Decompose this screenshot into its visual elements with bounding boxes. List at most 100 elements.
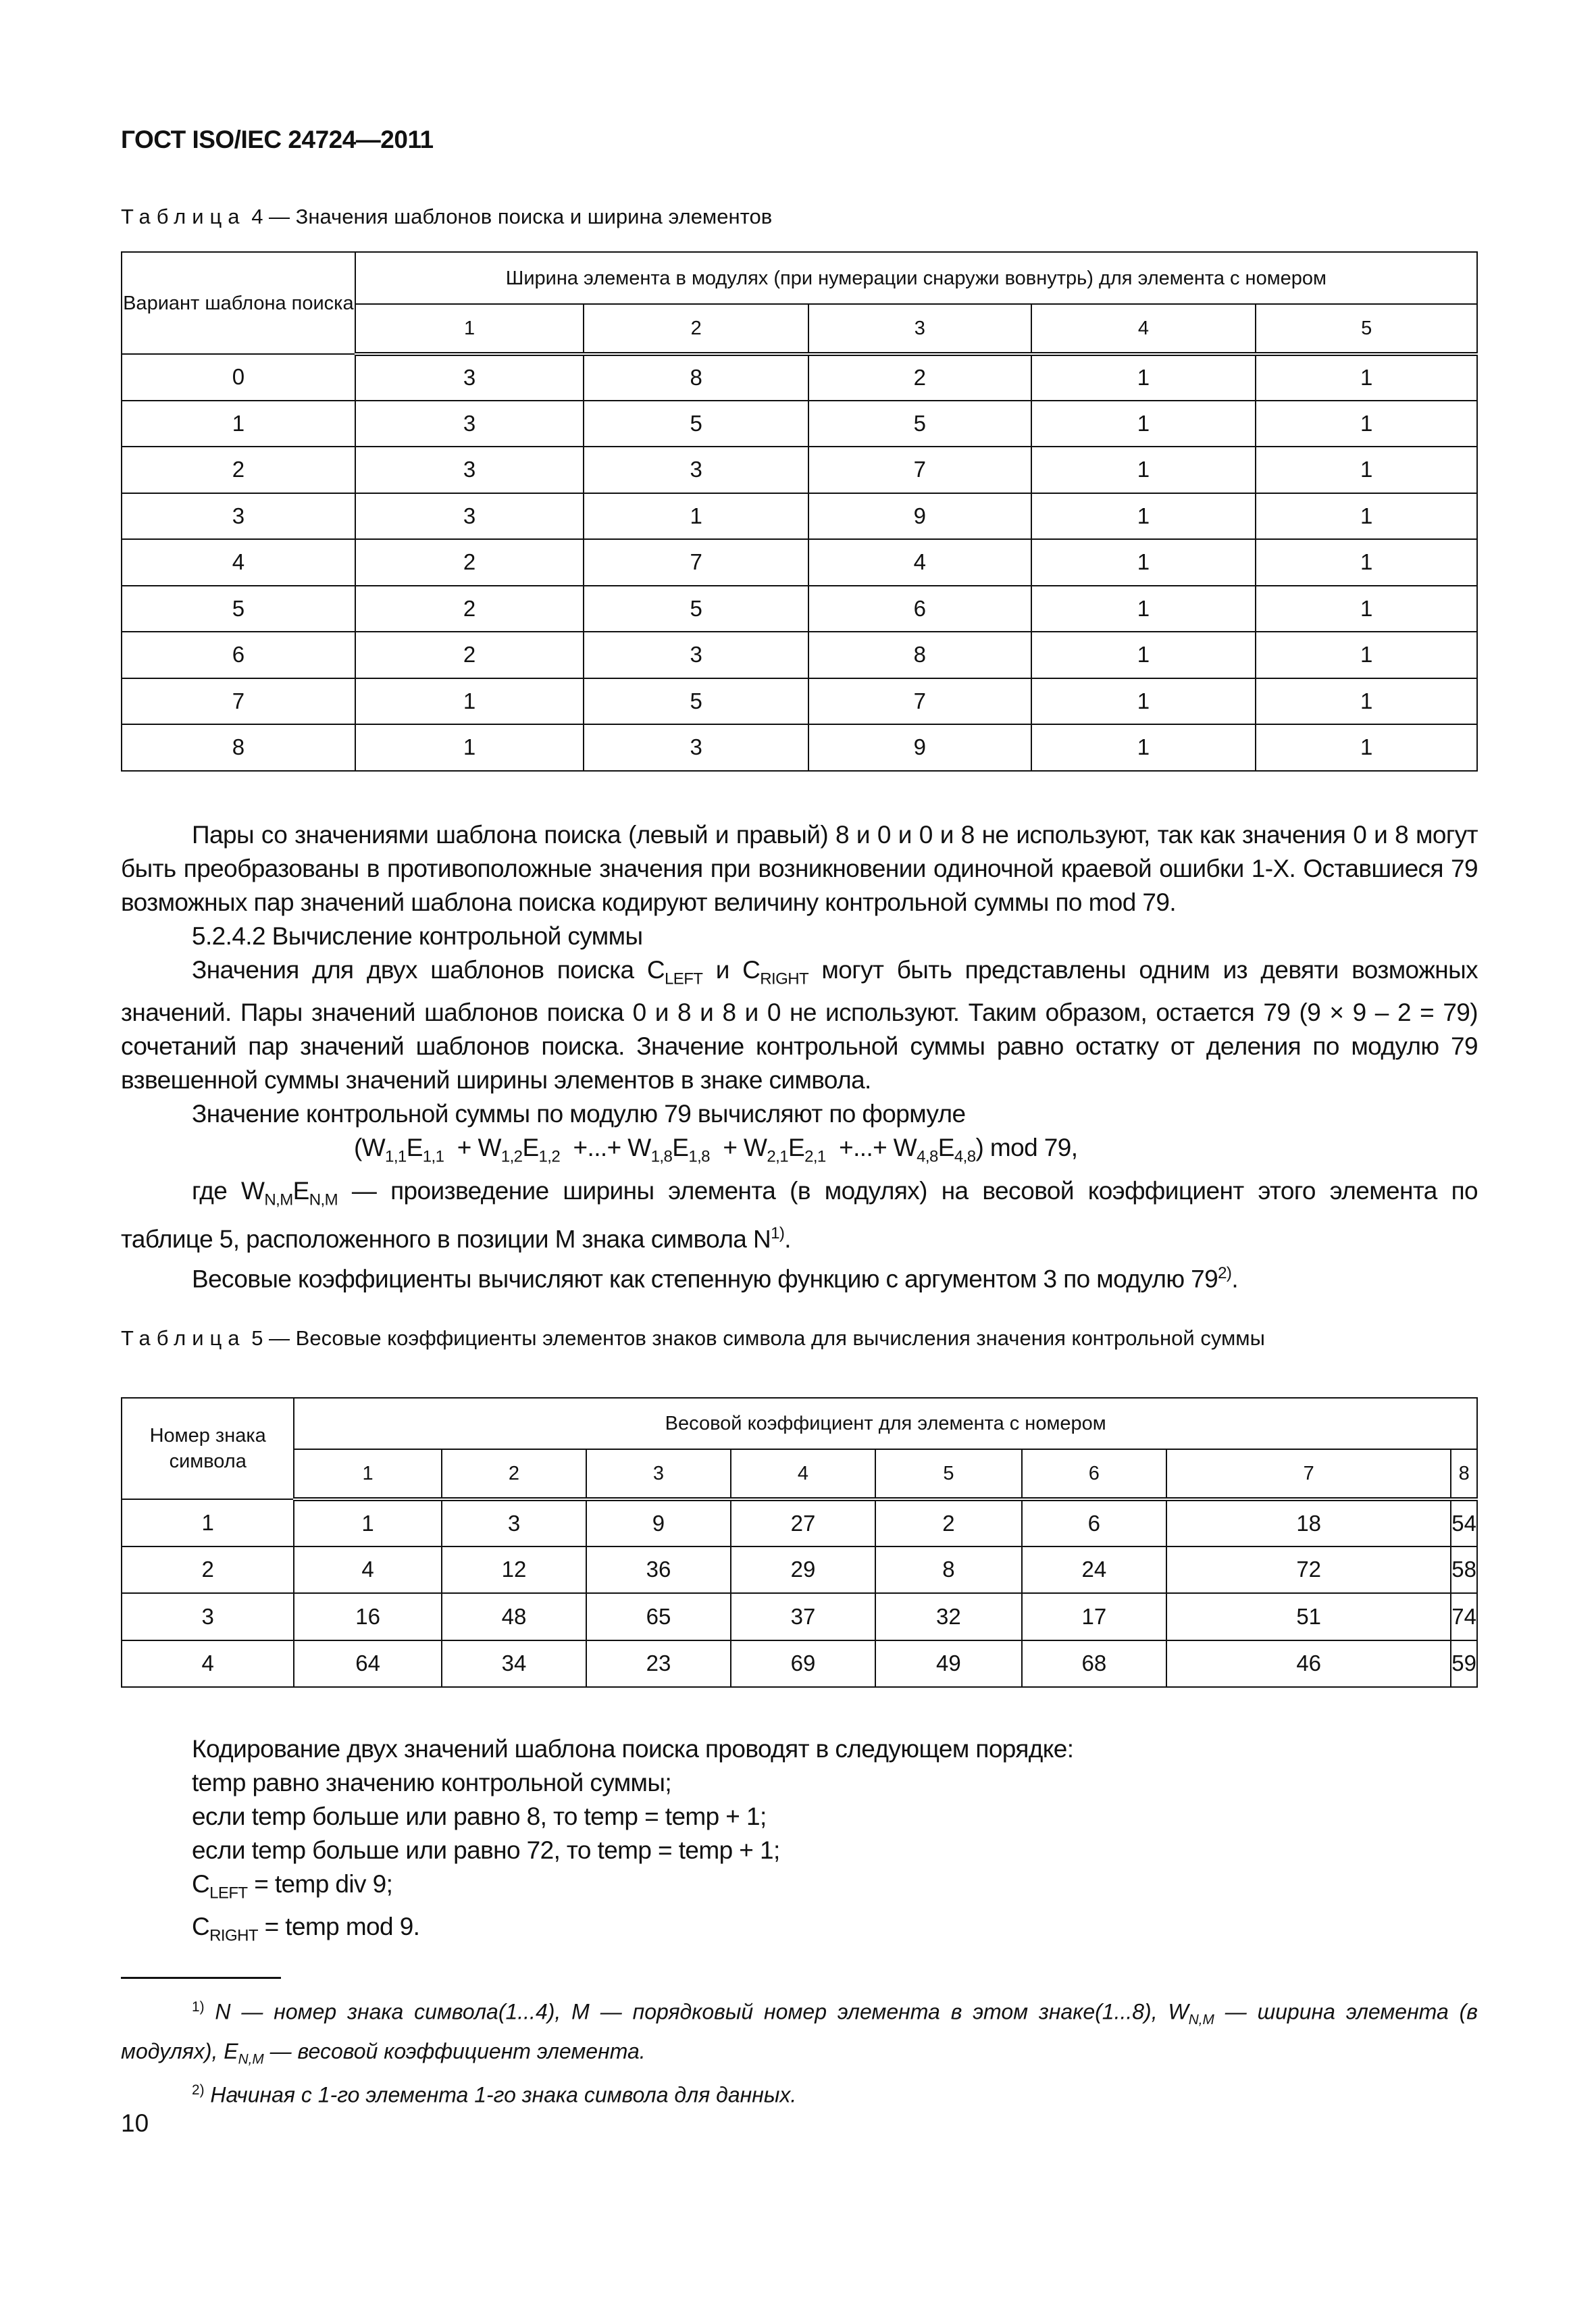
- table-cell: 3: [583, 724, 810, 772]
- table-cell: 1: [1030, 353, 1257, 401]
- document-header: ГОСТ ISO/IEC 24724—2011: [121, 126, 434, 153]
- column-header: 6: [1021, 1449, 1168, 1501]
- table-cell: 29: [729, 1545, 877, 1594]
- table-cell: 7: [121, 677, 356, 725]
- table-cell: 1: [1030, 631, 1257, 679]
- column-header: 2: [583, 303, 810, 356]
- table-cell: 7: [808, 446, 1032, 494]
- table-cell: 36: [586, 1545, 731, 1594]
- body-text: Пары со значениями шаблона поиска (левый…: [121, 818, 1478, 1296]
- encoding-step: CLEFT = temp div 9;: [192, 1870, 393, 1903]
- footnote-rule: [121, 1977, 281, 1979]
- table-cell: 2: [120, 1545, 295, 1594]
- table-cell: 3: [354, 399, 585, 447]
- table-cell: 1: [1030, 724, 1257, 772]
- caption-label: Таблица: [121, 205, 246, 228]
- table-5: Номер знака символа Весовой коэффициент д…: [120, 1397, 1478, 1688]
- table5-group-header: Весовой коэффициент для элемента с номер…: [293, 1397, 1478, 1450]
- encoding-steps: Кодирование двух значений шаблона поиска…: [192, 1732, 1475, 1953]
- table-cell: 8: [875, 1545, 1023, 1594]
- table-cell: 2: [808, 353, 1032, 401]
- paragraph: Значение контрольной суммы по модулю 79 …: [192, 1100, 966, 1128]
- paragraph: Весовые коэффициенты вычисляют как степе…: [192, 1263, 1239, 1292]
- table-cell: 17: [1021, 1592, 1168, 1641]
- table-cell: 6: [1021, 1499, 1168, 1547]
- table-cell: 6: [121, 631, 356, 679]
- table-cell: 1: [1030, 492, 1257, 540]
- table-cell: 54: [1450, 1499, 1478, 1547]
- column-header: 4: [729, 1449, 877, 1501]
- formula: (W1,1E1,1 + W1,2E1,2 +...+ W1,8E1,8 + W2…: [354, 1134, 1078, 1166]
- table-cell: 7: [583, 538, 810, 586]
- column-header: 4: [1030, 303, 1257, 356]
- paragraph: Пары со значениями шаблона поиска (левый…: [121, 821, 1478, 916]
- table-cell: 1: [1030, 538, 1257, 586]
- table-cell: 49: [875, 1639, 1023, 1688]
- table-cell: 68: [1021, 1639, 1168, 1688]
- table-cell: 1: [1255, 492, 1478, 540]
- paragraph: Значения для двух шаблонов поиска CLEFT …: [121, 956, 1478, 1095]
- table-cell: 1: [1030, 446, 1257, 494]
- column-header: 2: [440, 1449, 588, 1501]
- table-cell: 69: [729, 1639, 877, 1688]
- section-heading: 5.2.4.2 Вычисление контрольной суммы: [192, 922, 643, 950]
- table-row: 2 4 12 36 29 8 24 72 58: [120, 1545, 1478, 1594]
- table5-caption: Таблица 5 — Весовые коэффициенты элемент…: [121, 1323, 1478, 1354]
- table-cell: 1: [1255, 538, 1478, 586]
- table-row: 4 64 34 23 69 49 68 46 59: [120, 1639, 1478, 1688]
- table-cell: 3: [583, 631, 810, 679]
- table-cell: 1: [1030, 584, 1257, 632]
- table-cell: 72: [1166, 1545, 1452, 1594]
- table-cell: 1: [1255, 631, 1478, 679]
- table-row: 3 16 48 65 37 32 17 51 74: [120, 1592, 1478, 1641]
- table-cell: 4: [293, 1545, 442, 1594]
- table-cell: 24: [1021, 1545, 1168, 1594]
- table-cell: 64: [293, 1639, 442, 1688]
- column-header: 8: [1450, 1449, 1478, 1501]
- table-cell: 3: [121, 492, 356, 540]
- table-cell: 1: [120, 1499, 295, 1547]
- table-cell: 2: [875, 1499, 1023, 1547]
- table-cell: 5: [583, 584, 810, 632]
- footnote-2: 2) Начиная с 1-го элемента 1-го знака си…: [192, 2082, 797, 2108]
- table5-col0-header: Номер знака символа: [120, 1397, 295, 1500]
- table-cell: 48: [440, 1592, 588, 1641]
- footnote-1: 1) N — номер знака символа(1...4), M — п…: [121, 1999, 1478, 2067]
- table-cell: 18: [1166, 1499, 1452, 1547]
- table-cell: 37: [729, 1592, 877, 1641]
- column-header: 3: [586, 1449, 731, 1501]
- table4-caption: Таблица 4 — Значения шаблонов поиска и ш…: [121, 205, 1478, 229]
- table-cell: 2: [121, 446, 356, 494]
- table-cell: 1: [1030, 677, 1257, 725]
- table-cell: 8: [808, 631, 1032, 679]
- table-cell: 16: [293, 1592, 442, 1641]
- table-cell: 1: [121, 399, 356, 447]
- paragraph: где WN,MEN,M — произведение ширины элеме…: [121, 1176, 1478, 1253]
- table-cell: 1: [1255, 399, 1478, 447]
- table-cell: 7: [808, 677, 1032, 725]
- column-header: 7: [1166, 1449, 1452, 1501]
- column-header: 5: [875, 1449, 1023, 1501]
- encoding-step: temp равно значению контрольной суммы;: [192, 1769, 672, 1796]
- table-cell: 3: [354, 492, 585, 540]
- table-cell: 1: [1255, 353, 1478, 401]
- table-cell: 3: [120, 1592, 295, 1641]
- table-cell: 5: [121, 584, 356, 632]
- table-cell: 5: [583, 399, 810, 447]
- footnotes: 1) N — номер знака символа(1...4), M — п…: [121, 1992, 1478, 2111]
- table-cell: 1: [354, 724, 585, 772]
- table-cell: 2: [354, 584, 585, 632]
- table-cell: 58: [1450, 1545, 1478, 1594]
- table-cell: 23: [586, 1639, 731, 1688]
- table-cell: 0: [121, 353, 356, 401]
- table-cell: 4: [808, 538, 1032, 586]
- table-cell: 5: [583, 677, 810, 725]
- column-header: 1: [293, 1449, 442, 1501]
- table-cell: 4: [121, 538, 356, 586]
- table-cell: 3: [583, 446, 810, 494]
